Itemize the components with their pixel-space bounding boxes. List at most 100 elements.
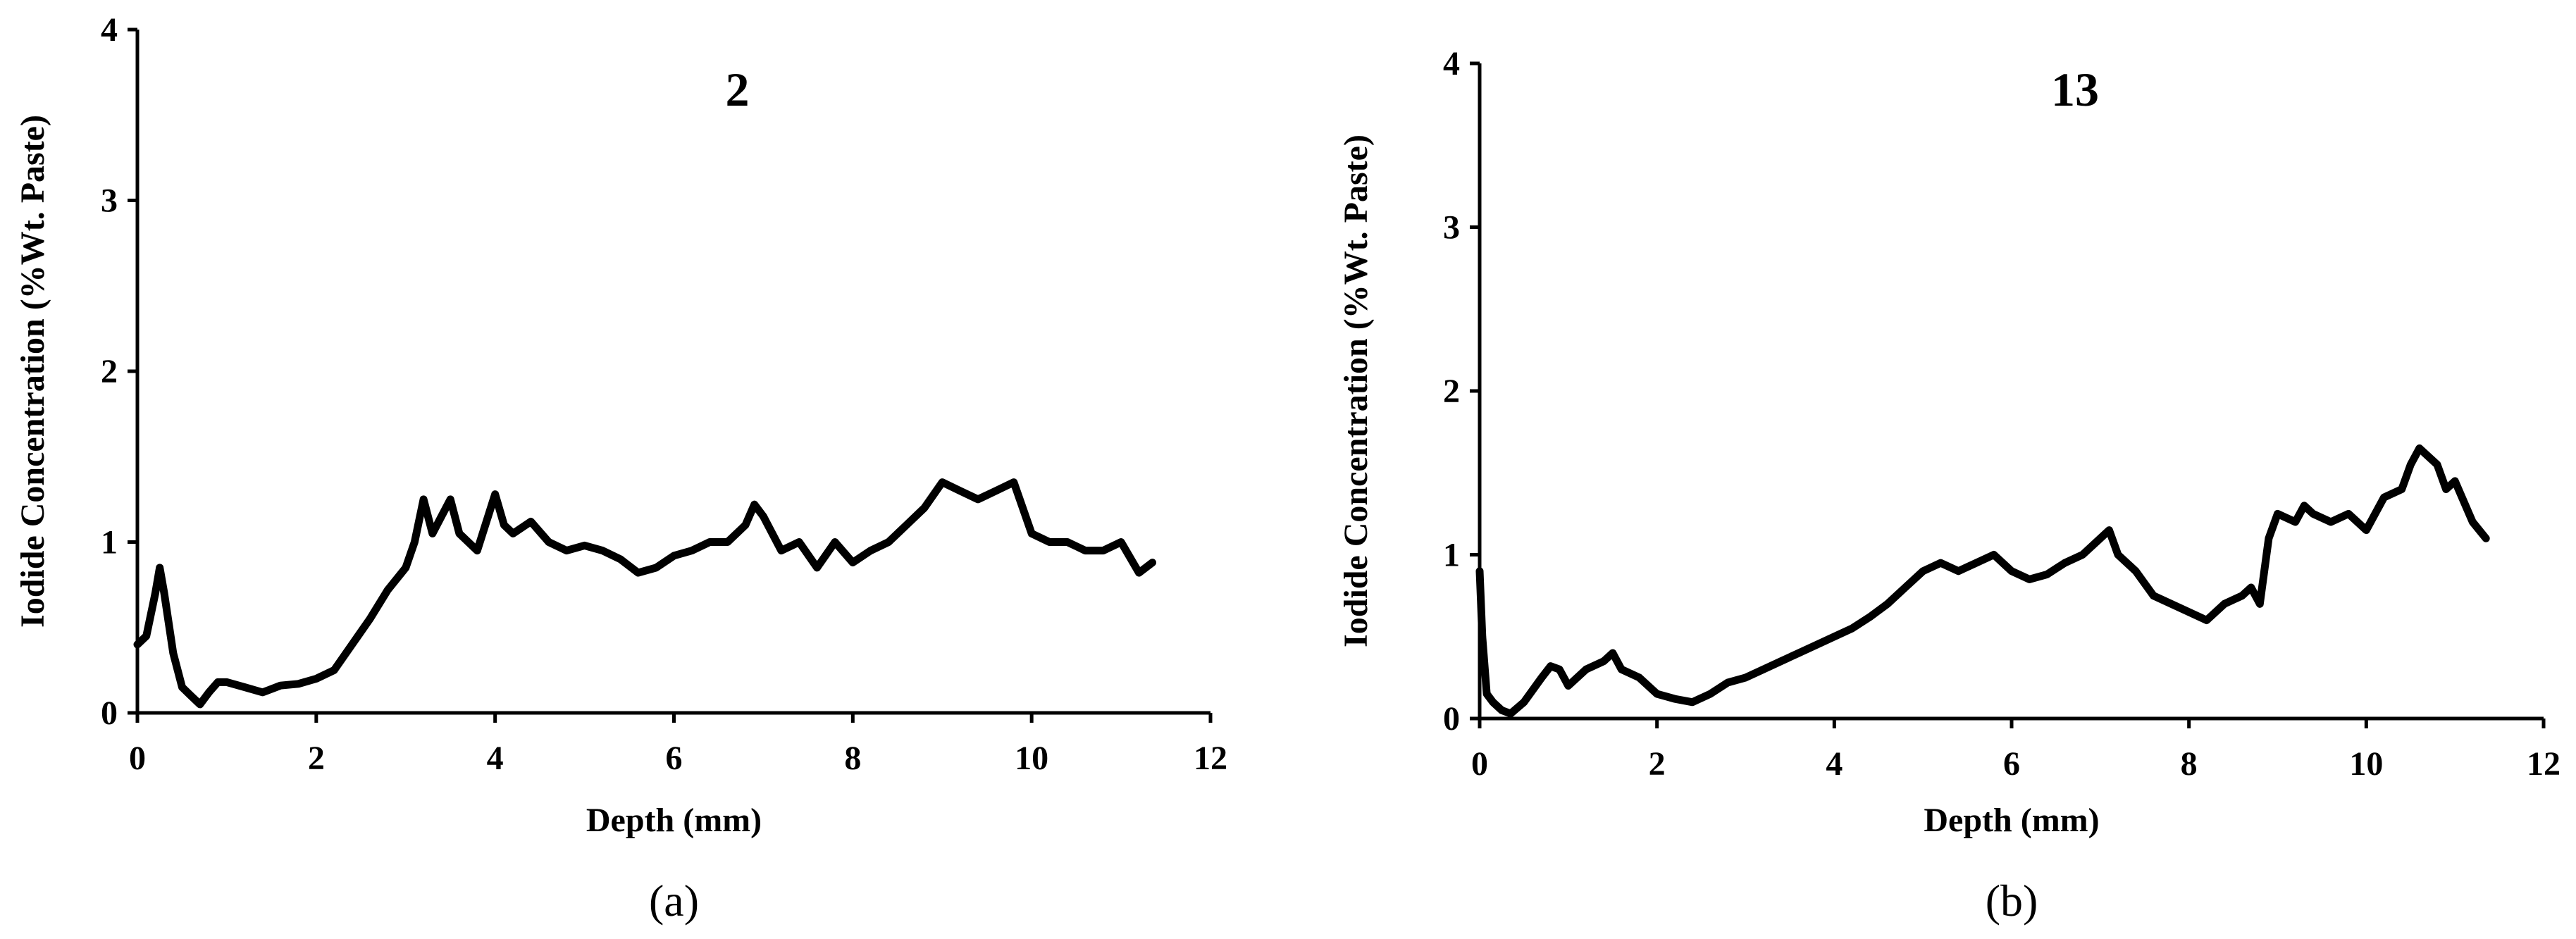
data-point xyxy=(159,567,160,568)
data-point xyxy=(2064,563,2065,564)
data-point xyxy=(1639,677,1640,678)
chart-title: 13 xyxy=(2051,63,2099,116)
x-tick-label: 6 xyxy=(2003,745,2020,783)
data-point xyxy=(1763,669,1764,670)
data-point xyxy=(2410,464,2411,465)
data-point xyxy=(942,482,943,483)
x-axis-title: Depth (mm) xyxy=(586,802,762,839)
data-point xyxy=(2401,489,2402,490)
data-point xyxy=(754,504,755,505)
data-point xyxy=(656,567,657,568)
data-point xyxy=(1905,587,1906,588)
data-point xyxy=(298,683,299,684)
data-point xyxy=(2437,464,2438,465)
data-point xyxy=(226,682,227,683)
data-point xyxy=(2242,595,2243,596)
data-point xyxy=(2455,480,2456,481)
panel-label: (b) xyxy=(1986,876,2038,926)
x-axis-title: Depth (mm) xyxy=(1924,802,2099,839)
data-point xyxy=(405,567,406,568)
data-point xyxy=(164,593,165,594)
data-point xyxy=(1940,563,1941,564)
x-tick-label: 2 xyxy=(1649,745,1666,783)
data-point xyxy=(2331,522,2332,523)
data-point xyxy=(2304,505,2305,506)
x-tick-label: 12 xyxy=(2527,745,2560,783)
data-point xyxy=(2047,574,2048,575)
x-tick-label: 10 xyxy=(2349,745,2383,783)
x-tick-label: 4 xyxy=(487,740,504,777)
data-point xyxy=(1745,677,1746,678)
x-tick-label: 0 xyxy=(129,740,146,777)
y-tick-label: 2 xyxy=(1443,373,1460,410)
data-point xyxy=(602,550,603,551)
data-point xyxy=(1612,653,1613,654)
chart-title: 2 xyxy=(726,63,750,116)
data-point xyxy=(1869,616,1870,617)
data-point xyxy=(1152,562,1153,563)
data-point xyxy=(566,550,567,551)
data-point xyxy=(146,635,147,636)
y-tick-label: 0 xyxy=(1443,700,1460,738)
y-tick-label: 4 xyxy=(101,11,118,49)
data-point xyxy=(1621,669,1622,670)
data-point xyxy=(370,618,371,619)
data-point xyxy=(191,695,192,696)
data-point xyxy=(691,550,692,551)
data-point xyxy=(2419,448,2420,449)
data-point xyxy=(1834,636,1835,637)
x-tick-label: 4 xyxy=(1826,745,1843,783)
data-point xyxy=(2206,620,2207,621)
data-point xyxy=(1586,669,1587,670)
data-point xyxy=(244,687,245,688)
data-point xyxy=(513,533,514,534)
data-point xyxy=(745,525,746,526)
y-tick-label: 3 xyxy=(1443,209,1460,247)
y-tick-label: 4 xyxy=(1443,45,1460,82)
data-point xyxy=(1799,653,1800,654)
data-point xyxy=(1501,710,1502,711)
x-tick-label: 10 xyxy=(1015,740,1048,777)
data-point xyxy=(155,593,156,594)
data-point xyxy=(477,550,478,551)
x-tick-label: 12 xyxy=(1194,740,1227,777)
y-tick-label: 1 xyxy=(1443,537,1460,574)
data-point xyxy=(280,685,281,686)
data-point xyxy=(906,525,907,526)
data-point xyxy=(1013,482,1014,483)
y-tick-label: 1 xyxy=(101,524,118,561)
x-tick-label: 2 xyxy=(308,740,325,777)
data-point xyxy=(2486,538,2487,539)
data-point xyxy=(2295,522,2296,523)
x-tick-label: 8 xyxy=(2181,745,2198,783)
data-point xyxy=(2472,522,2473,523)
y-axis-title: Iodide Concentration (%Wt. Paste) xyxy=(1337,135,1375,647)
data-point xyxy=(2118,554,2119,555)
data-point xyxy=(584,545,585,546)
data-point xyxy=(2082,554,2083,555)
data-point xyxy=(2029,579,2030,580)
data-point xyxy=(334,670,335,671)
data-point xyxy=(2188,611,2189,612)
data-point xyxy=(2250,587,2251,588)
data-point xyxy=(441,516,442,517)
data-point xyxy=(1085,550,1086,551)
data-series-line xyxy=(1475,444,2490,718)
data-point xyxy=(763,516,764,517)
data-point xyxy=(1710,694,1711,695)
data-point xyxy=(432,533,433,534)
data-point xyxy=(870,550,871,551)
y-tick-label: 0 xyxy=(101,695,118,732)
data-point xyxy=(2153,595,2154,596)
x-tick-label: 6 xyxy=(666,740,683,777)
data-point xyxy=(1993,554,1994,555)
data-point xyxy=(2268,538,2269,539)
data-point xyxy=(1559,669,1560,670)
panel-label: (a) xyxy=(649,876,699,926)
y-tick-label: 2 xyxy=(101,353,118,390)
y-axis-title: Iodide Concentration (%Wt. Paste) xyxy=(14,115,51,628)
